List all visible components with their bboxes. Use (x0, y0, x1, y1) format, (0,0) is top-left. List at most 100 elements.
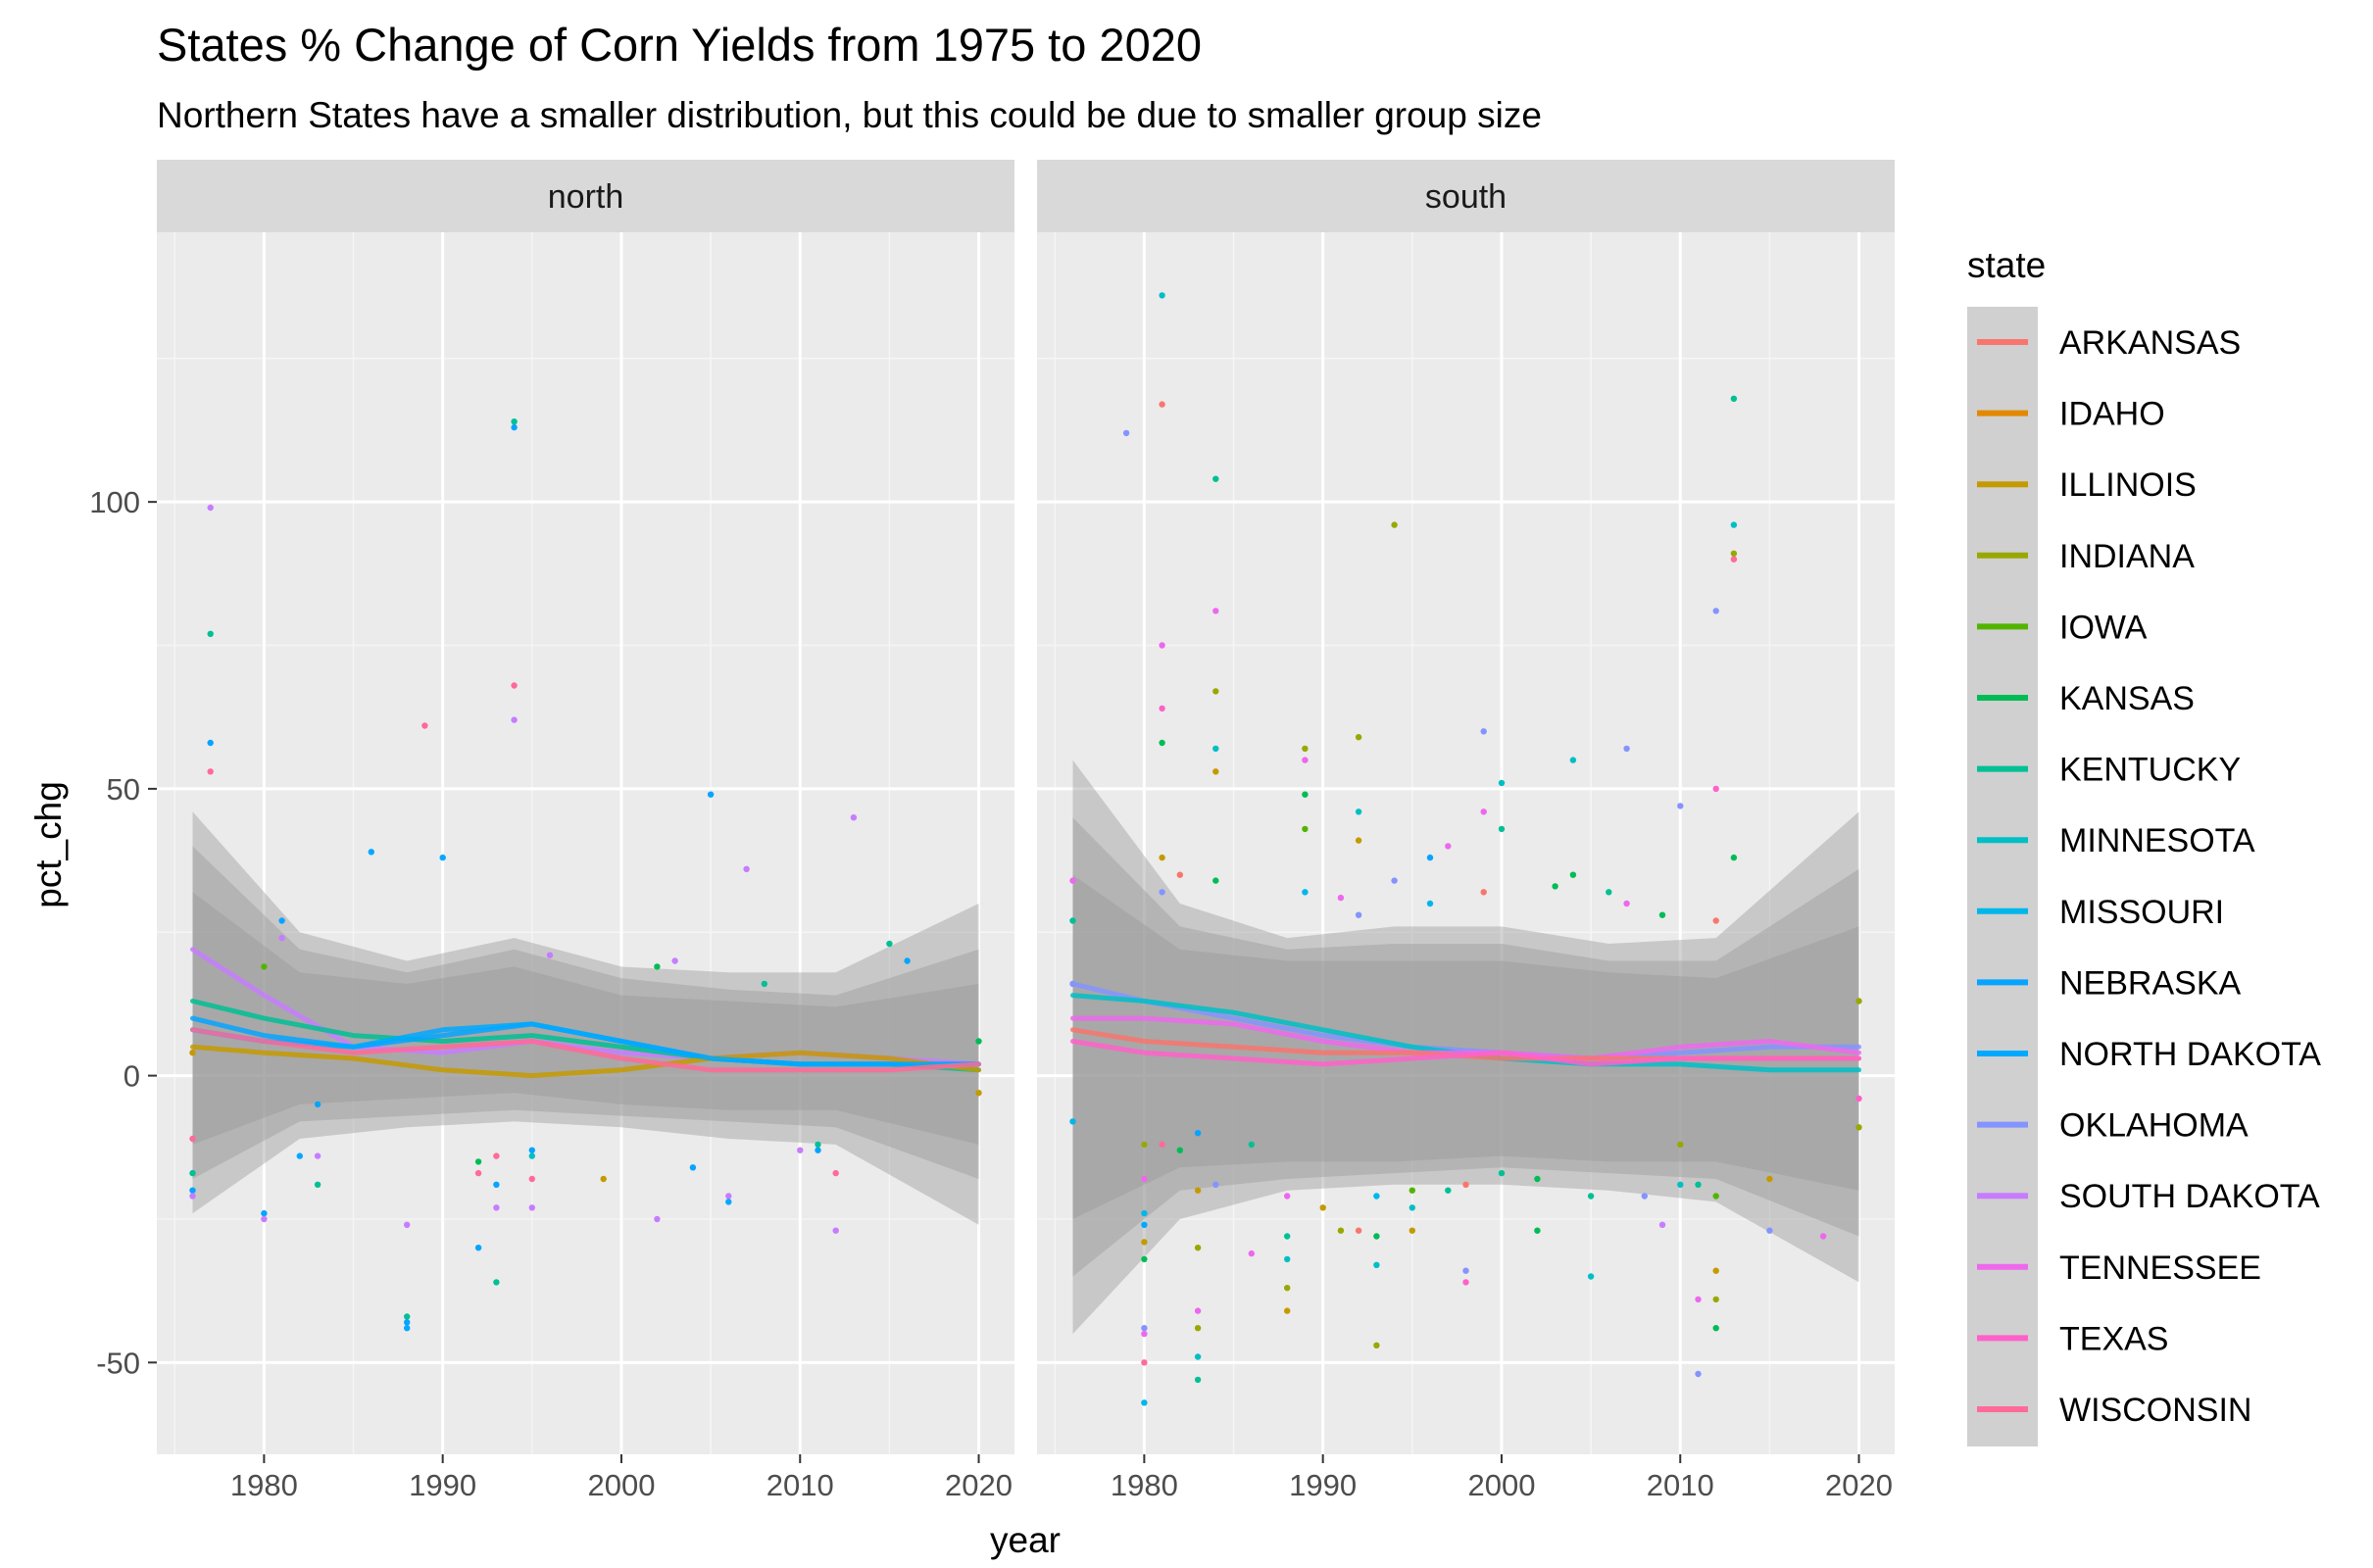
point-north-kentucky (886, 940, 893, 948)
point-south-oklahoma (1480, 728, 1487, 735)
point-south-tennessee (1194, 1307, 1202, 1314)
point-north-north-dakota (404, 1325, 411, 1332)
point-south-minnesota (1409, 1204, 1416, 1211)
facet-strip-label-south: south (1425, 178, 1507, 216)
point-south-tennessee (1141, 1330, 1148, 1338)
point-south-illinois (1212, 768, 1219, 775)
point-south-illinois (1141, 1239, 1148, 1246)
point-south-kentucky (1248, 1141, 1256, 1149)
point-south-oklahoma (1355, 911, 1362, 918)
point-south-wisconsin (1159, 1141, 1165, 1149)
point-north-nebraska (207, 739, 214, 747)
point-north-south-dakota (404, 1221, 411, 1229)
point-south-indiana (1284, 1285, 1291, 1292)
point-south-indiana (1373, 1342, 1380, 1349)
point-south-tennessee (1159, 642, 1165, 649)
x-tick-label: 2000 (587, 1468, 655, 1502)
point-south-kentucky (1498, 825, 1506, 833)
legend-label-north-dakota: NORTH DAKOTA (2059, 1036, 2321, 1073)
point-south-illinois (1284, 1307, 1291, 1314)
point-north-south-dakota (797, 1147, 804, 1153)
point-south-nebraska (1194, 1130, 1202, 1137)
point-south-oklahoma (1695, 1370, 1702, 1378)
x-tick-label: 2000 (1467, 1468, 1535, 1502)
point-south-indiana (1212, 688, 1219, 695)
point-south-minnesota (1677, 1181, 1684, 1189)
smooth-line-wisconsin (190, 1027, 981, 1073)
confidence-bands-south (1072, 760, 1859, 1335)
point-south-tennessee (1337, 894, 1345, 902)
points-south (1069, 292, 1862, 1406)
point-north-wisconsin (421, 722, 428, 729)
confidence-band (1072, 760, 1859, 1335)
point-south-tennessee (1141, 1175, 1148, 1183)
point-south-arkansas (1712, 917, 1719, 924)
x-tick-label: 1990 (409, 1468, 476, 1502)
point-south-indiana (1391, 521, 1398, 528)
point-north-minnesota (528, 1152, 535, 1159)
facet-strip-south (1037, 160, 1895, 232)
point-south-minnesota (1355, 808, 1362, 815)
point-south-illinois (1409, 1227, 1416, 1234)
legend-label-arkansas: ARKANSAS (2059, 324, 2241, 362)
point-north-south-dakota (278, 934, 285, 942)
y-tick-label: 0 (124, 1059, 140, 1094)
point-south-tennessee (1695, 1296, 1702, 1303)
point-south-kansas (1302, 791, 1309, 798)
point-south-wisconsin (1141, 1359, 1148, 1366)
point-south-illinois (1319, 1204, 1326, 1211)
point-south-minnesota (1730, 521, 1738, 528)
point-south-kansas (1712, 1325, 1719, 1332)
point-south-oklahoma (1462, 1267, 1469, 1274)
point-south-tennessee (1302, 757, 1309, 763)
point-north-nebraska (689, 1164, 697, 1171)
y-axis: -50 0 50 100 (89, 485, 157, 1380)
smooth-lines-north (190, 947, 981, 1079)
point-south-tennessee (1069, 877, 1076, 884)
legend-label-illinois: ILLINOIS (2059, 466, 2197, 504)
point-north-south-dakota (314, 1152, 321, 1159)
x-tick-label: 2010 (766, 1468, 834, 1502)
legend-label-kentucky: KENTUCKY (2059, 752, 2241, 789)
point-south-tennessee (1819, 1233, 1827, 1240)
point-north-nebraska (314, 1101, 321, 1108)
grid-north (157, 232, 1014, 1454)
point-north-south-dakota (832, 1227, 839, 1234)
point-north-nebraska (474, 1245, 482, 1251)
point-south-minnesota (1212, 745, 1219, 753)
x-tick-label: 2010 (1647, 1468, 1714, 1502)
point-south-iowa (1712, 1193, 1719, 1200)
point-south-kentucky (1284, 1233, 1291, 1240)
point-south-kentucky (1194, 1376, 1202, 1384)
x-axis-south: 1980 1990 2000 2010 2020 (1111, 1454, 1893, 1502)
point-south-kentucky (1606, 889, 1612, 896)
legend-key-background (1967, 307, 2038, 1446)
y-tick-label: 50 (107, 772, 140, 807)
point-south-kentucky (1730, 395, 1738, 402)
chart-subtitle: Northern States have a smaller distribut… (157, 95, 1542, 135)
facet-panel-north: north 1980 1990 2000 2010 2020 (157, 160, 1014, 1502)
point-south-tennessee (1480, 808, 1487, 815)
point-south-arkansas (1159, 401, 1165, 408)
point-north-kentucky (314, 1181, 321, 1189)
y-axis-title: pct_chg (28, 781, 69, 908)
point-south-kentucky (1695, 1181, 1702, 1189)
x-axis-north: 1980 1990 2000 2010 2020 (230, 1454, 1013, 1502)
point-south-tennessee (1623, 900, 1630, 907)
point-north-nebraska (278, 917, 285, 924)
point-north-nebraska (511, 423, 518, 431)
legend-label-iowa: IOWA (2059, 609, 2148, 646)
point-north-south-dakota (493, 1204, 500, 1211)
point-south-iowa (1409, 1187, 1416, 1194)
point-south-minnesota (1194, 1353, 1202, 1360)
point-south-texas (1159, 705, 1165, 712)
legend: state ARKANSAS IDAHO ILLINOIS INDIANA IOWA KA… (1967, 245, 2321, 1446)
point-south-arkansas (1355, 1227, 1362, 1234)
point-north-wisconsin (474, 1169, 482, 1177)
point-south-minnesota (1587, 1273, 1595, 1280)
point-north-north-dakota (725, 1199, 732, 1205)
point-south-kansas (1569, 871, 1577, 878)
x-tick-label: 2020 (945, 1468, 1013, 1502)
point-south-kansas (1373, 1233, 1380, 1240)
point-south-indiana (1730, 550, 1738, 557)
